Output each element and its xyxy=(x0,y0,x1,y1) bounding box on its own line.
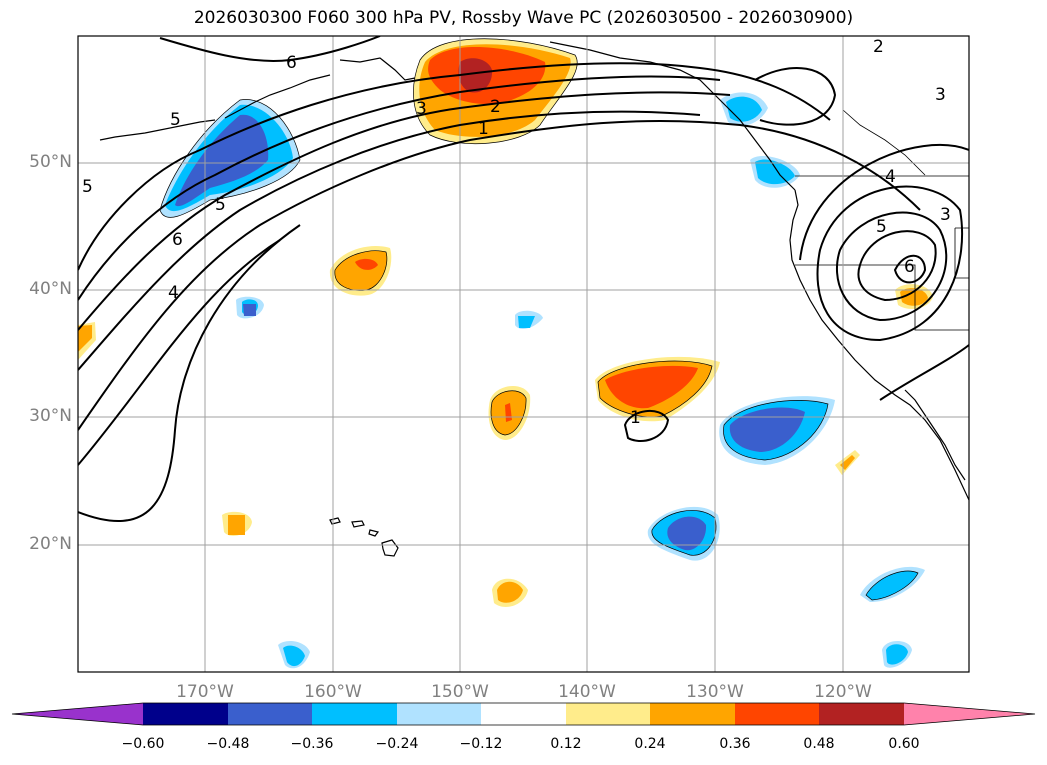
positive-anomaly-gulf-alaska-peak xyxy=(458,58,493,93)
colorbar-tick: −0.24 xyxy=(375,736,419,752)
map-border xyxy=(77,35,970,673)
contour-label: 4 xyxy=(168,283,179,303)
colorbar-tick: 0.36 xyxy=(719,736,751,752)
contour-label: 2 xyxy=(873,37,884,57)
colorbar-bin xyxy=(143,703,228,725)
contour-label: 5 xyxy=(215,195,226,215)
colorbar-extend-high xyxy=(904,703,1035,725)
lat-label: 20°N xyxy=(29,534,72,554)
rossby-wave-shading xyxy=(78,38,933,669)
contour-label: 3 xyxy=(935,85,946,105)
contour-label: 5 xyxy=(82,177,93,197)
contour-label: 2 xyxy=(490,97,501,117)
pv-contours xyxy=(78,36,969,523)
colorbar-tick: −0.48 xyxy=(206,736,250,752)
lon-label: 160°W xyxy=(304,682,362,702)
contour-label: 6 xyxy=(172,230,183,250)
colorbar-bin xyxy=(312,703,397,725)
colorbar-tick: −0.36 xyxy=(290,736,334,752)
map-title: 2026030300 F060 300 hPa PV, Rossby Wave … xyxy=(193,8,854,28)
lon-label: 120°W xyxy=(814,682,872,702)
colorbar-bin xyxy=(566,703,650,725)
colorbar-extend-low xyxy=(12,703,143,725)
colorbar-tick: −0.60 xyxy=(121,736,165,752)
colorbar-bin xyxy=(819,703,904,725)
colorbar-tick: 0.48 xyxy=(803,736,835,752)
contour-label: 5 xyxy=(876,217,887,237)
lon-label: 140°W xyxy=(558,682,616,702)
contour-label: 6 xyxy=(286,53,297,73)
colorbar-bin xyxy=(650,703,735,725)
contour-label: 4 xyxy=(885,167,896,187)
lat-label: 40°N xyxy=(29,279,72,299)
gridlines xyxy=(78,36,969,672)
contour-label: 3 xyxy=(416,99,427,119)
colorbar-bin xyxy=(481,703,566,725)
colorbar xyxy=(11,702,1036,726)
contour-labels: 1 2 3 4 5 6 2 3 4 5 6 5 5 1 3 6 xyxy=(82,37,951,428)
colorbar-tick: 0.24 xyxy=(634,736,666,752)
contour-label: 5 xyxy=(170,110,181,130)
colorbar-tick: 0.60 xyxy=(888,736,920,752)
contour-label: 3 xyxy=(940,205,951,225)
contour-label: 1 xyxy=(630,408,641,428)
lon-label: 130°W xyxy=(686,682,744,702)
contour-label: 1 xyxy=(478,119,489,139)
positive-anomaly-mid-pacific-mid xyxy=(334,250,387,291)
lon-label: 150°W xyxy=(431,682,489,702)
lon-label: 170°W xyxy=(176,682,234,702)
colorbar-bin xyxy=(228,703,312,725)
colorbar-bin xyxy=(397,703,481,725)
colorbar-bin xyxy=(735,703,819,725)
lat-label: 50°N xyxy=(29,152,72,172)
colorbar-tick: −0.12 xyxy=(459,736,503,752)
colorbar-tick: 0.12 xyxy=(550,736,582,752)
coastlines xyxy=(99,41,969,557)
lat-label: 30°N xyxy=(29,406,72,426)
contour-label: 6 xyxy=(904,257,915,277)
